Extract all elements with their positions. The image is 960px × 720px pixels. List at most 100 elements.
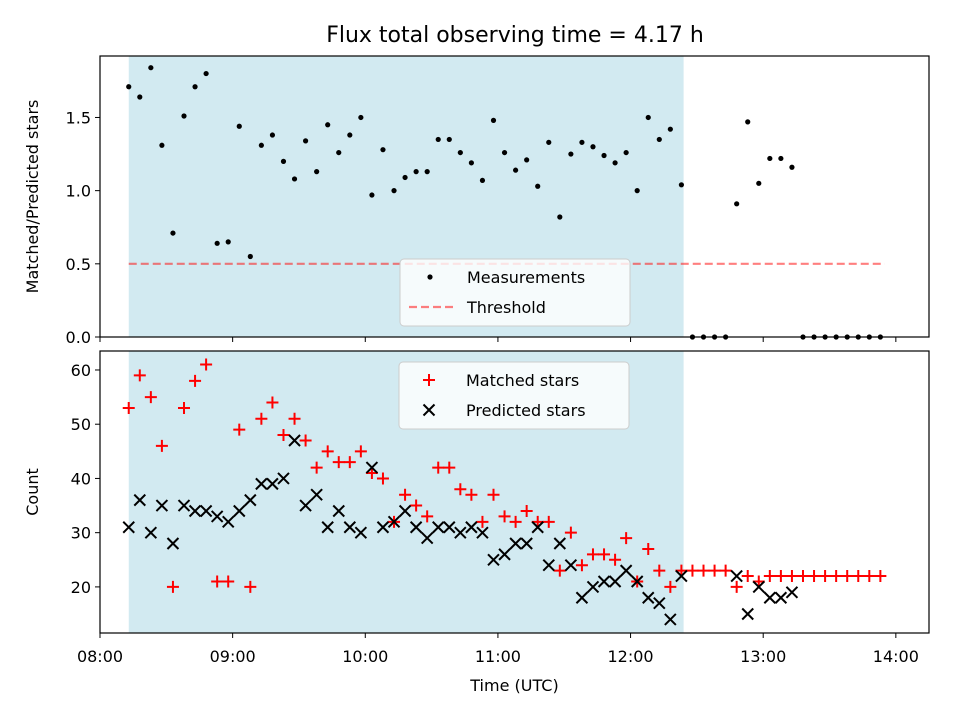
measurement-point	[446, 136, 452, 143]
y-tick-label: 1.0	[66, 182, 91, 201]
matched-stars-point	[741, 570, 754, 583]
measurement-point	[291, 176, 298, 182]
predicted-stars-point	[277, 472, 290, 485]
predicted-stars-point	[597, 575, 611, 588]
measurement-point	[490, 117, 497, 123]
measurement-point	[435, 136, 441, 143]
matched-stars-point	[487, 488, 500, 501]
y-axis-label: Matched/Predicted stars	[23, 100, 42, 294]
measurement-point	[402, 174, 408, 181]
predicted-stars-point	[642, 591, 655, 604]
predicted-stars-point	[233, 504, 246, 518]
matched-stars-point	[598, 548, 611, 561]
matched-stars-point	[808, 570, 821, 583]
matched-stars-point	[752, 575, 765, 588]
matched-stars-point	[332, 456, 345, 469]
predicted-stars-point	[608, 575, 622, 588]
y-tick-label: 20	[71, 578, 91, 597]
matched-stars-point	[376, 472, 389, 485]
predicted-stars-point	[774, 591, 788, 604]
measurement-point	[148, 65, 154, 71]
matched-stars-point	[144, 391, 157, 404]
measurement-point	[302, 138, 309, 144]
x-tick-label: 14:00	[873, 647, 919, 666]
x-tick-label: 13:00	[740, 647, 786, 666]
measurement-point	[181, 113, 187, 119]
matched-stars-point	[166, 580, 179, 593]
matched-stars-point	[178, 401, 191, 414]
matched-stars-point	[642, 542, 655, 555]
predicted-stars-point	[122, 521, 135, 534]
matched-stars-point	[542, 515, 555, 528]
y-tick-label: 0.5	[66, 255, 91, 274]
matched-stars-point	[553, 564, 566, 577]
matched-stars-point	[200, 358, 213, 371]
matched-stars-point	[852, 570, 865, 583]
matched-stars-point	[465, 488, 478, 501]
measurement-point	[789, 164, 795, 170]
measurement-point	[457, 149, 463, 156]
predicted-stars-point	[730, 569, 743, 583]
measurement-point	[590, 144, 596, 150]
predicted-stars-point	[465, 521, 478, 534]
predicted-stars-point	[476, 526, 489, 539]
measurement-point	[645, 114, 651, 121]
predicted-stars-point	[564, 559, 578, 572]
predicted-stars-point	[443, 521, 456, 534]
x-tick-label: 09:00	[210, 647, 256, 666]
measurement-point	[778, 155, 784, 162]
measurement-point	[678, 182, 685, 188]
measurement-point	[336, 149, 342, 156]
measurement-point	[612, 160, 618, 166]
predicted-stars-point	[542, 559, 555, 572]
measurement-point	[667, 126, 673, 132]
matched-stars-point	[343, 456, 356, 469]
predicted-stars-point	[741, 607, 754, 621]
matched-stars-point	[708, 564, 721, 577]
matched-stars-point	[586, 548, 599, 561]
measurement-point	[192, 84, 198, 90]
matched-stars-point	[686, 564, 699, 577]
measurement-point	[269, 132, 276, 138]
measurement-point	[137, 94, 143, 100]
matched-stars-point	[266, 396, 279, 409]
matched-stars-point	[620, 532, 633, 545]
predicted-stars-point	[752, 580, 765, 594]
measurement-point	[203, 70, 209, 77]
measurement-point	[524, 157, 530, 163]
matched-stars-point	[365, 467, 378, 480]
matched-stars-point	[321, 445, 334, 458]
predicted-stars-point	[763, 591, 777, 604]
matched-stars-point	[122, 401, 135, 414]
matched-stars-point	[233, 423, 246, 436]
predicted-stars-point	[509, 537, 522, 550]
matched-stars-point	[310, 461, 323, 474]
y-axis-label: Count	[23, 468, 42, 516]
measurement-point	[214, 240, 220, 246]
matched-stars-point	[564, 526, 577, 539]
predicted-stars-point	[354, 526, 368, 539]
x-tick-label: 10:00	[342, 647, 388, 666]
measurement-point	[347, 132, 353, 138]
measurement-point	[170, 230, 176, 236]
matched-stars-point	[155, 439, 168, 452]
predicted-stars-point	[432, 521, 445, 534]
matched-stars-point	[763, 570, 776, 583]
matched-stars-point	[697, 564, 710, 577]
measurement-point	[391, 188, 397, 194]
predicted-stars-point	[166, 537, 180, 550]
y-tick-label: 0.0	[66, 328, 91, 347]
predicted-stars-point	[365, 461, 379, 474]
predicted-stars-point	[244, 493, 257, 507]
matched-stars-point	[863, 570, 876, 583]
predicted-stars-point	[155, 499, 169, 512]
legend-label: Matched stars	[466, 371, 579, 390]
predicted-stars-point	[266, 477, 279, 491]
predicted-stars-point	[398, 504, 412, 518]
predicted-stars-point	[133, 493, 146, 507]
x-tick-label: 12:00	[608, 647, 654, 666]
matched-stars-point	[288, 412, 301, 425]
matched-stars-point	[575, 559, 588, 572]
measurement-point	[479, 177, 486, 184]
y-tick-label: 50	[71, 415, 91, 434]
